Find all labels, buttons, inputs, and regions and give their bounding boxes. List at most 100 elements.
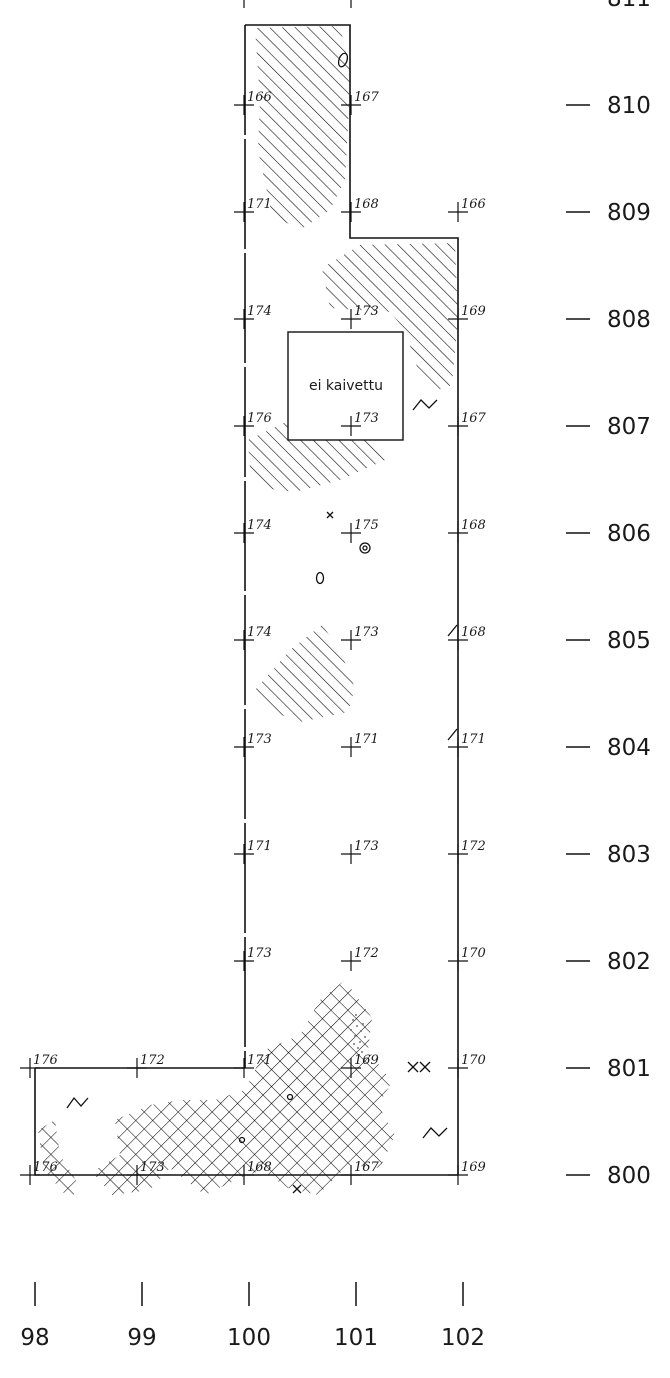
elevation-label: 173 [247,732,272,747]
elevation-label: 173 [140,1160,165,1175]
grid-point: 173 [341,411,379,436]
grid-point: 171 [234,839,272,864]
chevron-symbol [66,1096,89,1109]
grid-points: 168 166 166 167 171 168 166 174 173 169 176 173 167 1… [20,0,487,1185]
hatched-zone-northeast [322,243,458,392]
stone-symbol [315,571,325,585]
y-scale-tick: 809 [566,200,651,226]
grid-point: 168 [234,1160,272,1185]
grid-point: 173 [234,732,272,757]
elevation-label: 175 [354,518,379,533]
grid-point: 176 [234,411,272,436]
elevation-label: 171 [247,1053,272,1068]
x-scale-tick: 101 [334,1282,378,1351]
y-tick-label: 809 [607,200,651,226]
hatched-zone-north [255,26,350,230]
x-tick-label: 101 [334,1325,378,1351]
grid-point: 166 [448,197,486,222]
elevation-label: 172 [140,1053,165,1068]
chevron-symbol [412,399,438,411]
grid-point: 172 [448,839,486,864]
elevation-label: 171 [354,732,379,747]
x-tick-label: 98 [20,1325,49,1351]
elevation-label: 171 [247,839,272,854]
find-ring-outer [359,542,371,554]
elevation-label: 173 [354,625,379,640]
grid-point: 173 [234,946,272,971]
crosshatched-zone-main [92,980,395,1195]
grid-point: 166 [350,0,352,8]
grid-point: 173 [341,625,379,650]
elevation-label: 172 [461,839,486,854]
y-scale-tick: 806 [566,521,651,547]
elevation-label: 167 [461,411,487,426]
x-scale-tick: 99 [127,1282,157,1351]
elevation-label: 174 [247,518,272,533]
elevation-label: 169 [461,1160,486,1175]
y-tick-label: 806 [607,521,651,547]
outline-north-section [245,24,459,1175]
crosshatched-zone-west [38,1120,82,1198]
y-scale-tick: 808 [566,307,651,333]
y-tick-label: 801 [607,1056,651,1082]
grid-point: 169 [341,1053,379,1078]
elevation-label: 174 [247,625,272,640]
elevation-label: 176 [33,1053,58,1068]
x-find-symbol [326,511,334,519]
wall-mark [447,728,458,741]
elevation-label: 171 [461,732,486,747]
x-tick-label: 99 [127,1325,156,1351]
elevation-label: 173 [354,411,379,426]
grid-point: 173 [341,839,379,864]
grid-point: 175 [341,518,379,543]
y-scale-tick: 801 [566,1056,651,1082]
unexcavated-box [287,331,404,441]
grid-point: 166 [234,90,272,115]
elevation-label: 167 [354,90,380,105]
x-scale-tick: 98 [20,1282,50,1351]
elevation-label: 173 [354,839,379,854]
grid-point: 172 [341,946,379,971]
point-symbol [238,1136,246,1144]
elevation-label: 173 [354,304,379,319]
grid-point: 168 [448,625,486,650]
y-scale-tick: 804 [566,735,651,761]
speckled-patch [350,1014,366,1053]
elevation-label: 174 [247,304,272,319]
elevation-label: 168 [461,625,486,640]
elevation-label: 173 [247,946,272,961]
elevation-label: 172 [354,946,379,961]
elevation-label: 176 [247,411,272,426]
grid-point: 170 [448,946,486,971]
y-tick-label: 810 [607,93,651,119]
x-tick-label: 102 [441,1325,485,1351]
grid-point: 170 [448,1053,486,1078]
unexcavated-label: ei kaivettu [309,378,383,394]
grid-point: 176 [20,1053,58,1078]
grid-point: 176 [20,1160,58,1185]
grid-point: 167 [341,90,380,115]
elevation-label: 169 [461,304,486,319]
y-scale-tick: 810 [566,93,651,119]
x-scale-tick: 100 [227,1282,271,1351]
y-tick-label: 805 [607,628,651,654]
grid-point: 173 [341,304,379,329]
grid-point: 168 [243,0,245,8]
unexcavated-area: ei kaivettu [287,331,404,441]
crosshatched-areas [38,980,395,1198]
elevation-label: 168 [247,1160,272,1175]
elevation-label: 176 [33,1160,58,1175]
hatched-zone-south [255,625,355,722]
y-scale-tick: 805 [566,628,651,654]
grid-point: 171 [341,732,379,757]
grid-point: 174 [234,304,272,329]
x-find-symbol [407,1061,431,1073]
y-scale-tick: 800 [566,1163,651,1189]
chevron-symbol [422,1127,448,1139]
y-tick-label: 808 [607,307,651,333]
grid-point: 168 [341,197,379,222]
elevation-label: 166 [461,197,486,212]
grid-point: 174 [234,625,272,650]
stone-symbol [337,52,349,68]
point-symbol [286,1093,294,1101]
